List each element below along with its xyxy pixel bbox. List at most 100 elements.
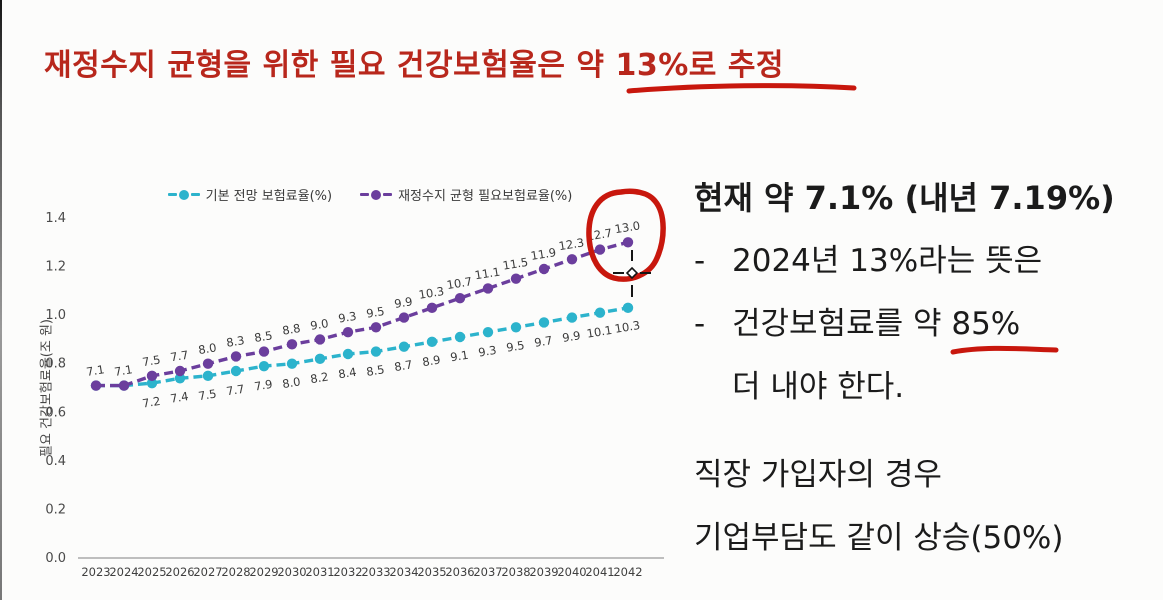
svg-text:2026: 2026 xyxy=(165,565,194,579)
legend-item-baseline: 기본 전망 보험료율(%) xyxy=(167,185,332,204)
data-label: 10.3 xyxy=(418,284,445,302)
data-point xyxy=(510,273,522,284)
legend-item-required: 재정수지 균형 필요보험료율(%) xyxy=(360,185,572,204)
data-label: 8.9 xyxy=(421,353,441,370)
data-label: 8.7 xyxy=(393,357,413,374)
data-point xyxy=(594,307,606,318)
svg-text:0.8: 0.8 xyxy=(45,357,66,372)
data-point xyxy=(258,360,270,372)
svg-text:2037: 2037 xyxy=(473,565,502,579)
data-point xyxy=(622,237,634,248)
legend-label-required: 재정수지 균형 필요보험료율(%) xyxy=(398,189,573,204)
commentary-bullet-2-cont-text: 더 내야 한다. xyxy=(732,369,905,405)
data-point xyxy=(454,292,466,304)
series-0: 7.2 7.4 7.5 7.7 7.9 8.0 8.2 8.4 8.5 8.7 8.9 9.1 9.3 9… xyxy=(90,302,641,411)
data-point xyxy=(566,254,578,265)
data-label: 10.1 xyxy=(586,323,613,341)
legend-marker-baseline-icon xyxy=(167,189,200,200)
data-label: 8.5 xyxy=(365,362,385,379)
svg-text:0.0: 0.0 xyxy=(45,551,66,566)
data-label: 13.0 xyxy=(614,218,641,236)
svg-text:2040: 2040 xyxy=(557,565,586,579)
data-label: 8.8 xyxy=(281,321,301,338)
svg-text:2027: 2027 xyxy=(193,565,222,579)
commentary-bullet-1-text: 2024년 13%라는 뜻은 xyxy=(732,243,1043,279)
svg-text:1.2: 1.2 xyxy=(45,260,66,275)
data-label: 8.0 xyxy=(281,374,301,391)
data-label: 9.5 xyxy=(365,304,385,321)
data-label: 7.5 xyxy=(197,387,217,404)
data-label: 9.9 xyxy=(561,328,581,345)
data-point xyxy=(174,373,186,384)
data-label: 8.2 xyxy=(309,370,329,387)
data-label: 10.3 xyxy=(614,318,641,336)
data-label: 12.3 xyxy=(558,235,585,253)
data-point xyxy=(370,346,382,357)
data-point xyxy=(454,331,466,343)
commentary-bullet-1: - 2024년 13%라는 뜻은 xyxy=(694,239,1163,283)
commentary-panel: 현재 약 7.1% (내년 7.19%) - 2024년 13%라는 뜻은 - … xyxy=(694,176,1163,579)
data-point xyxy=(286,339,298,350)
data-label: 7.1 xyxy=(113,362,133,379)
svg-text:2039: 2039 xyxy=(529,565,558,579)
svg-text:2029: 2029 xyxy=(249,565,278,579)
commentary-note-2: 기업부담도 같이 상승(50%) xyxy=(694,520,1064,556)
svg-text:2023: 2023 xyxy=(81,565,110,579)
data-point xyxy=(426,302,438,314)
svg-text:2033: 2033 xyxy=(361,565,390,579)
data-label: 9.7 xyxy=(533,333,553,350)
svg-text:2025: 2025 xyxy=(137,565,166,579)
svg-text:2031: 2031 xyxy=(305,565,334,579)
data-point xyxy=(314,334,326,345)
data-label: 9.3 xyxy=(477,343,497,360)
svg-text:2035: 2035 xyxy=(417,565,446,579)
data-point xyxy=(342,326,354,338)
data-label: 7.9 xyxy=(253,377,273,394)
data-label: 8.0 xyxy=(197,340,217,357)
data-point xyxy=(174,365,186,377)
data-label: 7.2 xyxy=(141,394,161,411)
bullet-dash: - xyxy=(694,243,706,279)
data-label: 7.7 xyxy=(225,382,245,399)
svg-text:2030: 2030 xyxy=(277,565,306,579)
x-axis: 2023202420252026202720282029203020312032… xyxy=(81,565,642,579)
data-label: 9.3 xyxy=(337,309,357,326)
data-point xyxy=(538,317,550,328)
commentary-notes: 직장 가입자의 경우 기업부담도 같이 상승(50%) xyxy=(694,453,1163,560)
data-label: 12.7 xyxy=(586,226,613,244)
svg-text:2041: 2041 xyxy=(585,565,614,579)
svg-text:0.2: 0.2 xyxy=(45,502,66,517)
svg-text:2028: 2028 xyxy=(221,565,250,579)
data-point xyxy=(398,312,410,323)
data-label: 11.9 xyxy=(530,245,557,263)
svg-text:2042: 2042 xyxy=(613,565,642,579)
data-point xyxy=(426,336,438,348)
data-label: 7.5 xyxy=(141,353,161,370)
data-label: 7.7 xyxy=(169,348,189,365)
data-point xyxy=(202,358,214,369)
data-label: 8.4 xyxy=(337,365,357,382)
data-point xyxy=(230,365,242,377)
data-point xyxy=(622,302,634,314)
data-point xyxy=(538,263,550,275)
data-point xyxy=(230,351,242,362)
svg-text:0.6: 0.6 xyxy=(45,405,66,420)
data-point xyxy=(510,322,522,333)
commentary-bullet-2-text: 건강보험료를 약 85% xyxy=(732,306,1021,342)
svg-text:1.0: 1.0 xyxy=(45,308,66,323)
data-point xyxy=(202,370,214,382)
y-axis-title: 필요 건강보험료율(조 원) xyxy=(39,318,55,458)
data-point xyxy=(482,326,494,338)
data-label: 9.1 xyxy=(449,348,469,365)
svg-text:0.4: 0.4 xyxy=(45,454,66,469)
data-point xyxy=(314,353,326,365)
slide-left-edge xyxy=(0,0,2,600)
page-title: 재정수지 균형을 위한 필요 건강보험율은 약 13%로 추정 xyxy=(44,48,785,83)
svg-text:2036: 2036 xyxy=(445,565,474,579)
data-label: 9.9 xyxy=(393,294,413,311)
commentary-headline: 현재 약 7.1% (내년 7.19%) xyxy=(694,179,1115,217)
data-point xyxy=(398,341,410,352)
data-label: 8.3 xyxy=(225,333,245,350)
svg-text:2024: 2024 xyxy=(109,565,138,579)
